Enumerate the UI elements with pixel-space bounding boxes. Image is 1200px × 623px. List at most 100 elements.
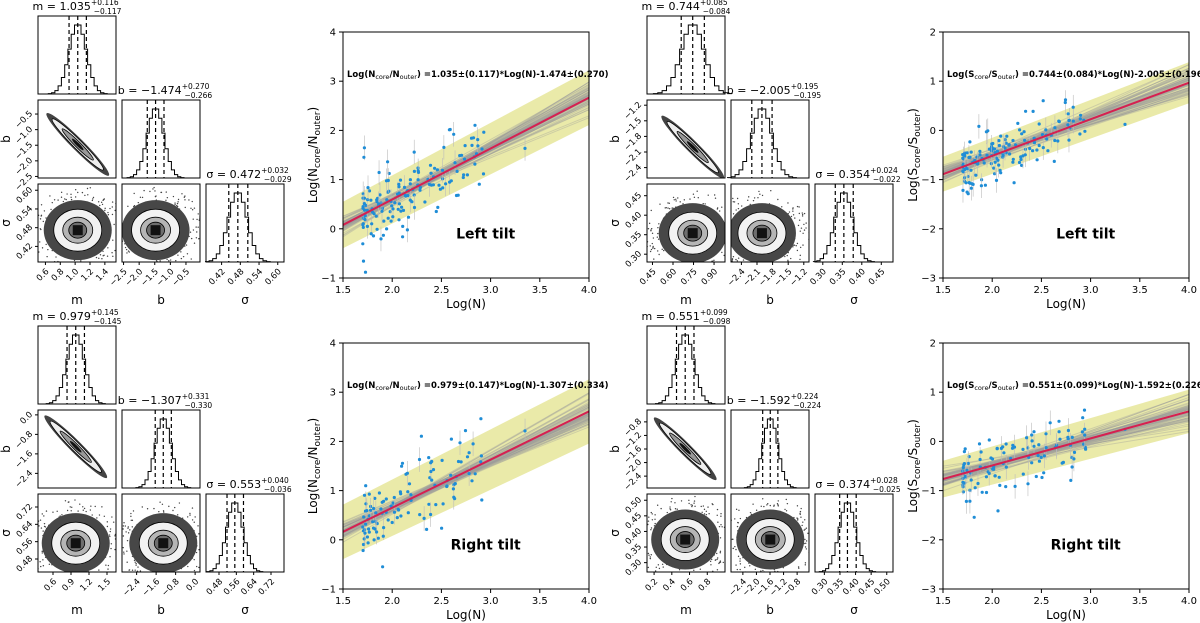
data-point [1081, 416, 1085, 420]
sample-dot [159, 575, 160, 576]
sample-dot [123, 522, 125, 524]
sample-dot [813, 557, 814, 558]
fit-equation: Log(Ncore/Nouter) =0.979±(0.147)*Log(N)-… [347, 381, 609, 392]
sample-dot [43, 210, 46, 212]
data-point [968, 155, 972, 159]
sample-dot [149, 190, 151, 193]
sample-dot [36, 234, 37, 235]
data-point [1036, 454, 1040, 458]
data-point [984, 475, 989, 479]
sample-dot [677, 197, 679, 199]
param-axis-label: b [608, 135, 622, 143]
y-tick-label: 0.48 [15, 223, 35, 243]
sample-dot [667, 202, 669, 204]
x-tick-label: −2.4 [121, 577, 143, 599]
param-title: m = 0.744+0.085 −0.084 [642, 0, 731, 16]
sample-dot [92, 196, 95, 199]
x-axis-label: Log(N) [446, 297, 486, 311]
data-point [969, 150, 973, 154]
data-point [977, 442, 982, 446]
sample-dot [39, 561, 41, 563]
sample-dot [763, 578, 764, 579]
sample-dot [122, 535, 125, 537]
plot-area [343, 379, 589, 569]
equation-part: /S [988, 70, 997, 80]
density-area [731, 498, 814, 579]
data-point [1079, 113, 1083, 117]
density-area [122, 501, 200, 576]
sample-dot [748, 562, 750, 564]
sample-dot [804, 564, 807, 566]
sample-dot [752, 503, 754, 505]
data-point [1020, 163, 1024, 167]
data-point [369, 508, 373, 512]
y-label-part: core [313, 459, 323, 479]
sample-dot [124, 243, 126, 245]
sample-dot [726, 252, 727, 253]
sample-dot [79, 503, 81, 505]
data-point [377, 170, 381, 175]
data-point [993, 147, 997, 151]
sample-dot [682, 263, 683, 264]
best-fit-line [943, 410, 1189, 481]
sample-dot [759, 193, 761, 195]
sample-dot [651, 519, 654, 521]
sample-dot [111, 206, 113, 208]
sample-dot [105, 564, 107, 566]
sample-dot [799, 510, 802, 513]
sample-dot [801, 212, 803, 214]
sample-dot [733, 201, 736, 203]
sample-dot [126, 550, 128, 552]
data-point [1007, 143, 1011, 147]
density-panel [37, 409, 117, 489]
density-core [765, 534, 776, 545]
data-point [987, 147, 992, 151]
data-point [963, 447, 967, 451]
sample-dot [722, 215, 723, 216]
panel-frame [814, 493, 894, 573]
title-sup: +0.099 [700, 308, 728, 317]
sample-dot [735, 548, 737, 551]
sample-dot [812, 536, 813, 537]
data-point [363, 217, 367, 222]
y-label-part: /N [306, 447, 320, 460]
sample-dot [106, 521, 109, 523]
hist-panel: m = 1.035+0.116 −0.117 [33, 0, 122, 95]
x-tick-label: 0.54 [245, 267, 265, 287]
sample-dot [757, 197, 759, 199]
sample-dot [760, 570, 762, 572]
sample-dot [682, 203, 684, 205]
sample-dot [657, 232, 659, 235]
sample-dot [168, 505, 170, 508]
sample-dot [731, 538, 733, 541]
sample-dot [126, 252, 128, 254]
posterior-line [943, 93, 1189, 171]
sample-dot [746, 268, 747, 269]
param-axis-label: b [157, 603, 165, 617]
sample-dot [694, 495, 696, 498]
x-tick-label: 3.0 [483, 285, 499, 296]
posterior-line [343, 415, 589, 534]
posterior-line [943, 73, 1189, 173]
sample-dot [796, 249, 799, 252]
sample-dot [732, 547, 734, 550]
y-tick-label: 4 [330, 339, 336, 350]
sample-dot [120, 209, 121, 210]
data-point [386, 190, 390, 194]
y-label-part: outer [913, 113, 923, 137]
data-point [480, 498, 484, 502]
sample-dot [805, 548, 808, 550]
data-point [392, 495, 396, 500]
data-point [1035, 158, 1039, 162]
scatter-s-right: 1.5 2.0 2.5 3.0 3.5 4.0−3−2−1012Log(N)Log(Sco… [906, 339, 1200, 623]
sample-dot [186, 253, 189, 255]
data-point [1023, 138, 1027, 142]
posterior-line [943, 423, 1189, 476]
posterior-line [943, 79, 1189, 173]
sample-dot [726, 535, 727, 536]
axes-frame [342, 31, 590, 279]
y-tick-label: 0.35 [624, 230, 644, 250]
sample-dot [656, 236, 659, 238]
data-point [1037, 122, 1041, 126]
x-axis-label: Log(N) [1046, 608, 1086, 622]
